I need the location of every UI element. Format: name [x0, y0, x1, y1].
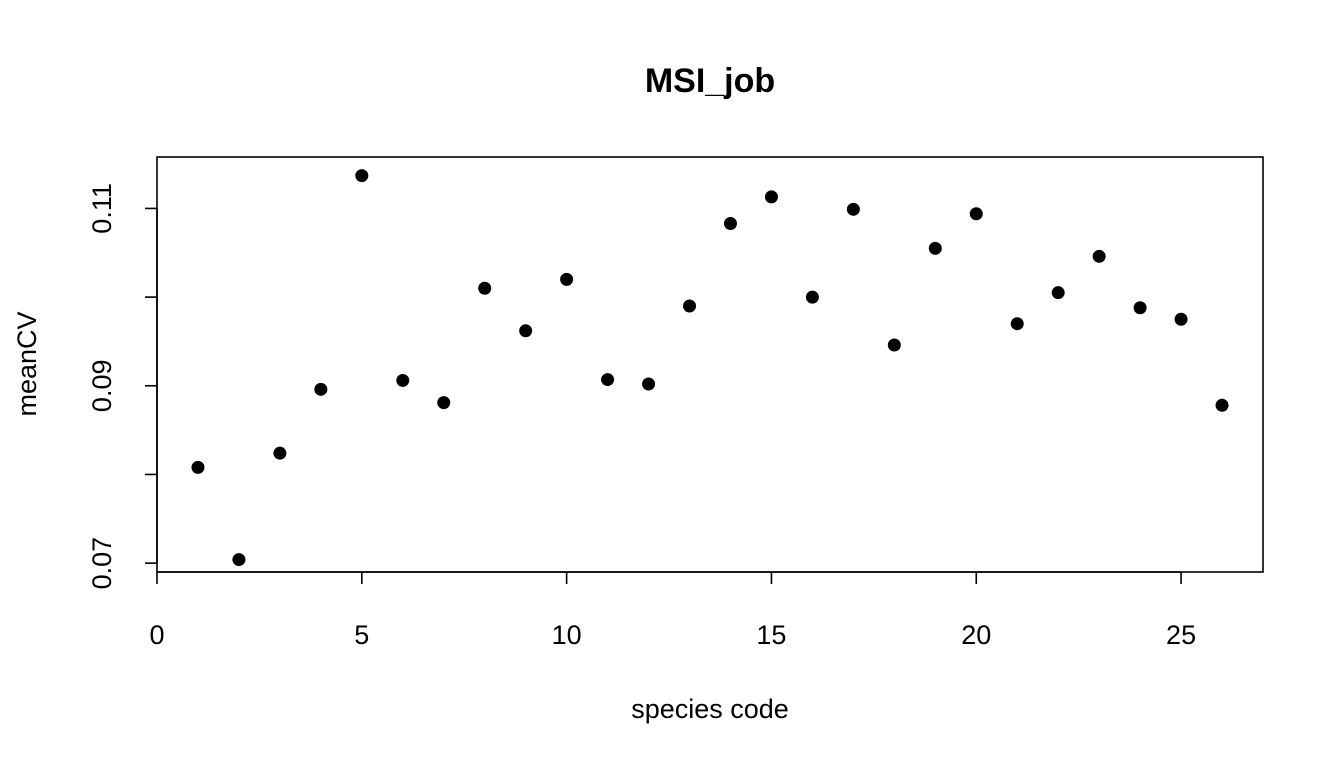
data-point: [273, 446, 287, 460]
plot-frame: [156, 156, 1264, 573]
data-point: [396, 373, 410, 387]
chart-title: MSI_job: [645, 62, 775, 100]
data-point: [560, 272, 574, 286]
data-point: [191, 460, 205, 474]
x-axis-label: species code: [631, 694, 789, 724]
data-point: [887, 338, 901, 352]
y-tick-label: 0.11: [87, 183, 117, 234]
data-point: [355, 169, 369, 183]
data-point: [1051, 286, 1065, 300]
data-point: [1215, 398, 1229, 412]
x-tick-label: 20: [961, 620, 991, 650]
data-point: [1092, 249, 1106, 263]
x-tick-label: 15: [756, 620, 786, 650]
data-point: [969, 207, 983, 221]
y-tick-label: 0.09: [87, 360, 117, 413]
data-point: [232, 553, 246, 567]
data-point: [314, 382, 328, 396]
y-axis: 0.07 0.09 0.11: [87, 183, 158, 590]
data-point: [601, 373, 615, 387]
data-point: [723, 217, 737, 231]
x-tick-label: 0: [149, 620, 164, 650]
data-point: [683, 299, 697, 313]
y-tick-label: 0.07: [87, 537, 117, 590]
data-point: [928, 241, 942, 255]
x-tick-label: 5: [354, 620, 369, 650]
data-points: [191, 169, 1229, 567]
y-axis-label: meanCV: [12, 311, 42, 416]
data-point: [1174, 312, 1188, 326]
data-point: [519, 324, 533, 338]
data-point: [764, 190, 778, 204]
data-point: [437, 396, 451, 410]
data-point: [478, 281, 492, 295]
data-point: [642, 377, 656, 391]
data-point: [846, 202, 860, 216]
x-axis: 0 5 10 15 20 25: [149, 571, 1196, 650]
data-point: [1133, 301, 1147, 315]
x-tick-label: 10: [552, 620, 582, 650]
data-point: [1010, 317, 1024, 331]
data-point: [805, 290, 819, 304]
x-tick-label: 25: [1166, 620, 1196, 650]
